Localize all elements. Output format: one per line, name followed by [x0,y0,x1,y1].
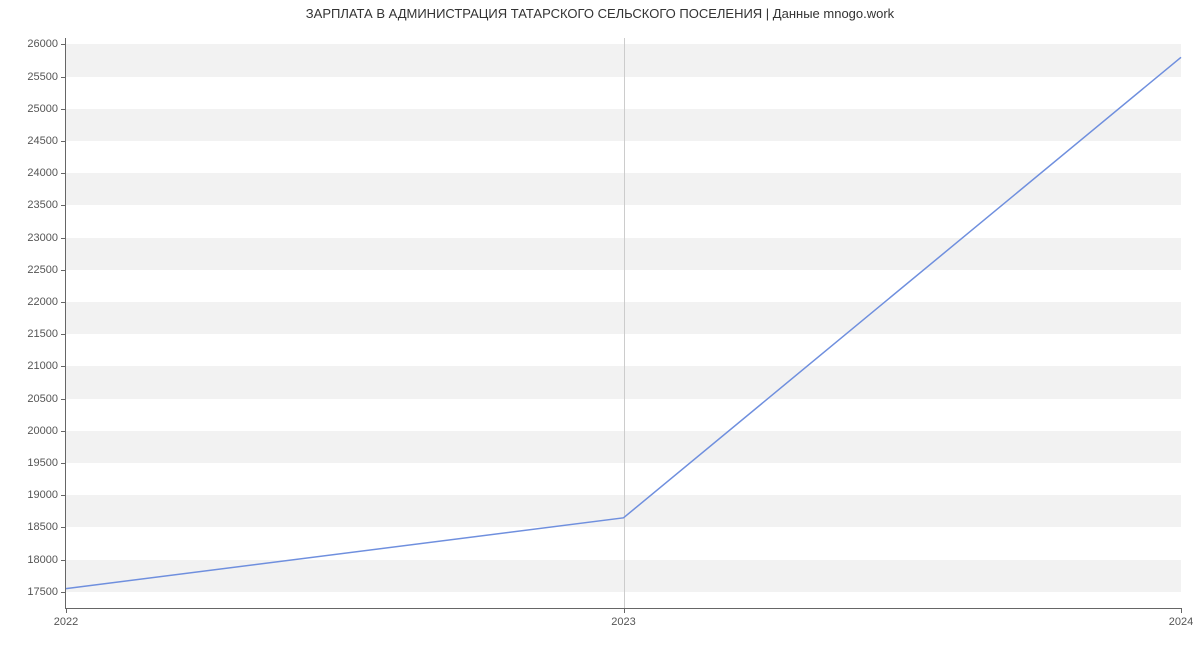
series-line [66,57,1181,588]
y-tick-label: 20000 [27,425,58,437]
y-tick-label: 24000 [27,167,58,179]
y-tick-label: 20500 [27,393,58,405]
y-tick-label: 22500 [27,264,58,276]
y-tick-label: 25500 [27,71,58,83]
line-series [66,38,1181,608]
y-tick-label: 26000 [27,38,58,50]
y-tick-label: 17500 [27,586,58,598]
y-tick-label: 19000 [27,489,58,501]
y-tick-label: 22000 [27,296,58,308]
salary-line-chart: ЗАРПЛАТА В АДМИНИСТРАЦИЯ ТАТАРСКОГО СЕЛЬ… [0,0,1200,650]
x-tick-label: 2022 [54,616,78,628]
y-tick-label: 18000 [27,554,58,566]
y-tick-label: 21500 [27,328,58,340]
y-tick-label: 19500 [27,457,58,469]
y-tick-label: 21000 [27,360,58,372]
y-tick-label: 23000 [27,232,58,244]
x-tick-mark [66,608,67,613]
y-tick-label: 25000 [27,103,58,115]
chart-title: ЗАРПЛАТА В АДМИНИСТРАЦИЯ ТАТАРСКОГО СЕЛЬ… [0,6,1200,21]
x-tick-mark [624,608,625,613]
y-tick-label: 18500 [27,521,58,533]
x-tick-label: 2024 [1169,616,1193,628]
y-tick-label: 24500 [27,135,58,147]
plot-area: 1750018000185001900019500200002050021000… [65,38,1181,609]
x-tick-label: 2023 [611,616,635,628]
x-tick-mark [1181,608,1182,613]
y-tick-label: 23500 [27,199,58,211]
